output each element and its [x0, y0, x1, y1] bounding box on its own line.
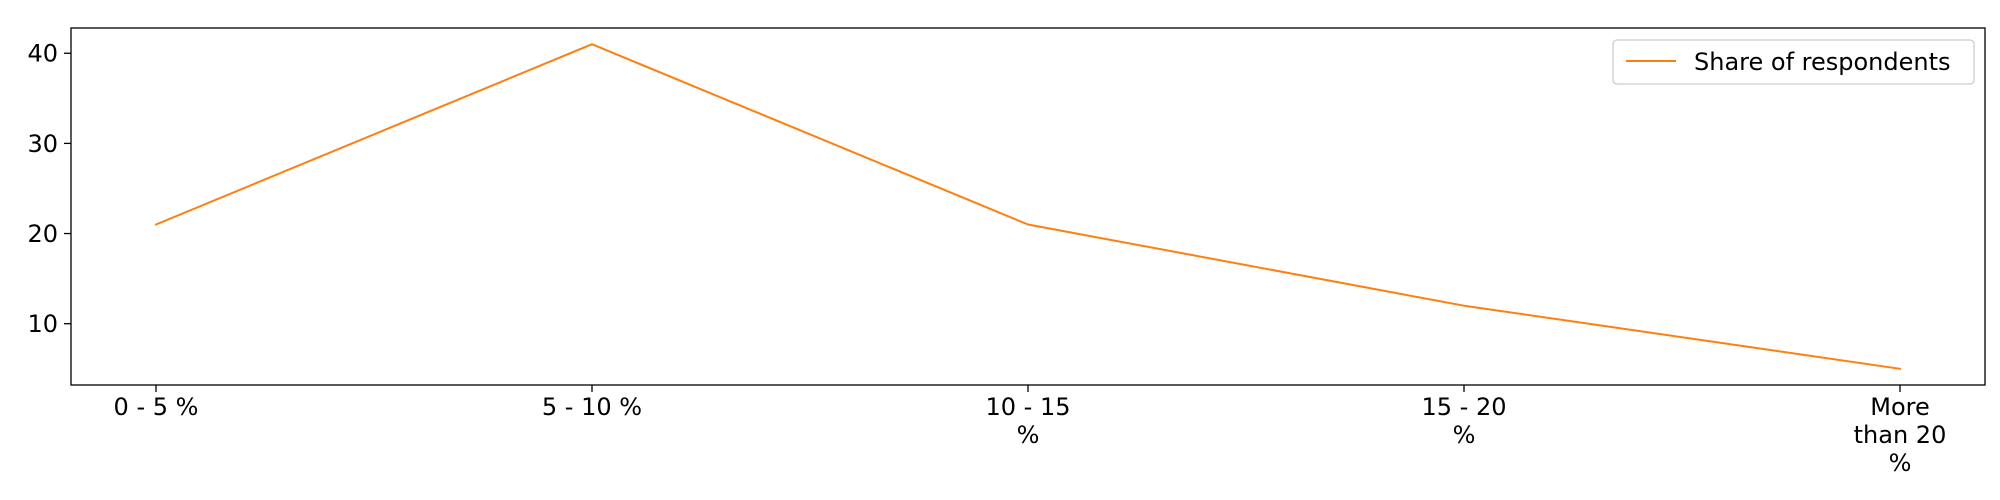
x-tick-label-line: More: [1870, 393, 1930, 421]
legend: Share of respondents: [1612, 39, 1975, 85]
y-tick-label: 30: [27, 130, 58, 158]
y-axis: 10 20 30 40: [27, 40, 71, 338]
x-tick-label: 10 - 15%: [986, 393, 1071, 449]
plot-area: [70, 27, 1986, 386]
y-tick-label: 20: [27, 220, 58, 248]
legend-box: [1612, 39, 1975, 85]
x-tick-label-line: %: [1453, 421, 1476, 449]
y-tick-label: 40: [27, 40, 58, 68]
legend-label: Share of respondents: [1694, 48, 1951, 76]
series-layer: [154, 43, 1902, 370]
x-tick-label-line: 5 - 10 %: [542, 393, 642, 421]
y-tick-label: 10: [27, 310, 58, 338]
series-line: [154, 43, 1902, 370]
x-tick-label-line: 0 - 5 %: [114, 393, 199, 421]
x-tick-label-line: 10 - 15: [986, 393, 1071, 421]
x-tick-label: 15 - 20%: [1422, 393, 1507, 449]
x-axis: 0 - 5 % 5 - 10 % 10 - 15 %15 - 20 %More than …: [114, 385, 1947, 477]
x-tick-label: 5 - 10 %: [542, 393, 642, 421]
x-tick-label: More than 20%: [1854, 393, 1947, 477]
x-tick-label-line: than 20: [1854, 421, 1947, 449]
x-tick-label-line: %: [1017, 421, 1040, 449]
x-tick-label: 0 - 5 %: [114, 393, 199, 421]
x-tick-label-line: %: [1889, 449, 1912, 477]
x-tick-label-line: 15 - 20: [1422, 393, 1507, 421]
